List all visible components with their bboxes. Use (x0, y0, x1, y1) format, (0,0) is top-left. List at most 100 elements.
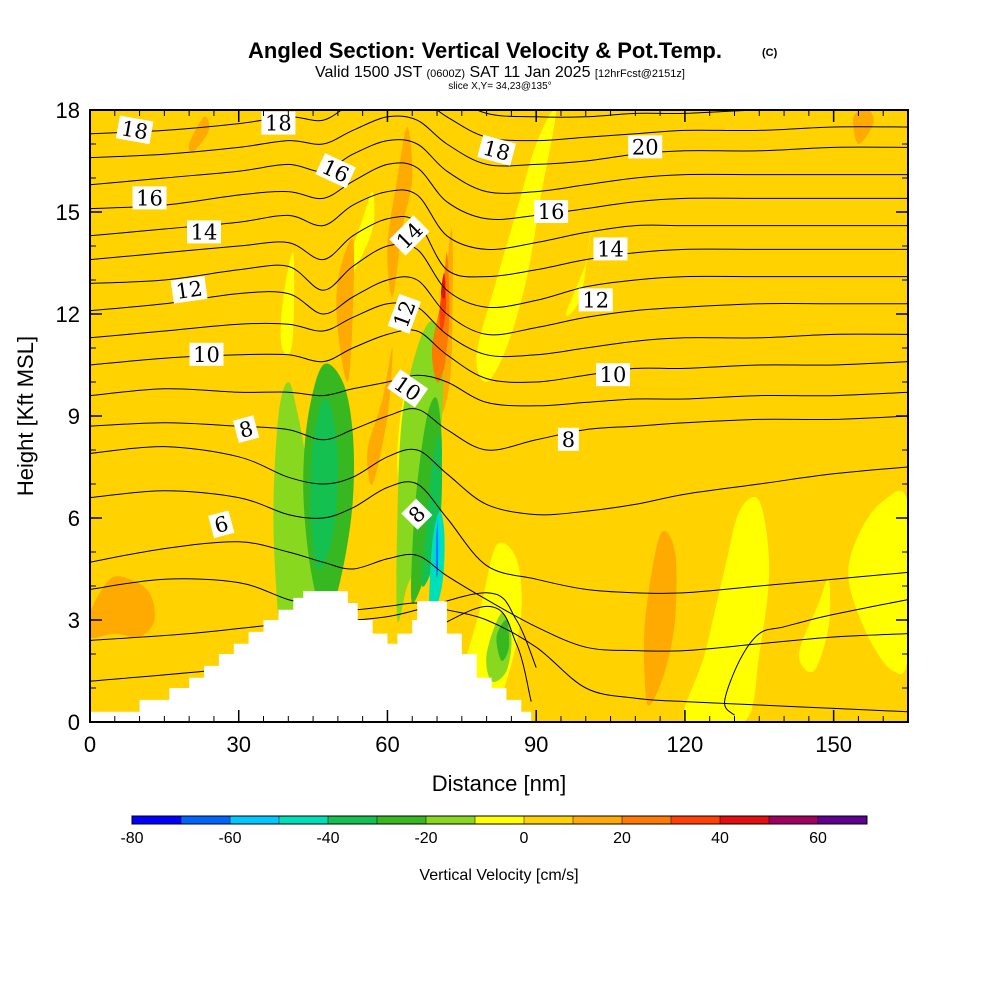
contour-label-box (557, 427, 579, 451)
y-tick-label: 15 (56, 200, 80, 225)
colorbar-title: Vertical Velocity [cm/s] (419, 867, 578, 884)
theta-contour-7 (90, 446, 908, 516)
velocity-region (387, 127, 413, 298)
contour-label-text: 18 (119, 116, 149, 144)
colorbar-swatch (524, 816, 573, 824)
velocity-region (683, 496, 770, 722)
contour-label-box (208, 510, 235, 539)
colorbar-tick-label: -60 (218, 830, 241, 847)
theta-contour-4 (90, 578, 908, 713)
x-tick-label: 150 (815, 732, 852, 757)
contour-label: 18 (115, 115, 154, 145)
contour-label: 16 (534, 200, 569, 224)
contour-label: 8 (557, 427, 579, 452)
velocity-region (188, 116, 210, 152)
contour-label-box (232, 415, 260, 443)
colorbar-tick-label: -20 (414, 830, 437, 847)
contour-label-box (593, 237, 628, 261)
colorbar-swatch (769, 816, 818, 824)
contour-label-text: 16 (136, 186, 163, 210)
contour-label: 10 (189, 342, 224, 367)
velocity-region (280, 252, 295, 356)
velocity-region (134, 142, 190, 469)
velocity-region (619, 473, 663, 692)
colorbar-tick-label: -80 (120, 830, 143, 847)
velocity-region (848, 490, 908, 675)
theta-contour-18 (90, 115, 908, 167)
x-axis-title: Distance [nm] (432, 771, 567, 796)
colorbar: -80 -60 -40 -20 0 20 40 60 (120, 815, 868, 847)
theta-contour-17 (90, 139, 908, 194)
terrain (90, 591, 532, 722)
contour-label-box (115, 115, 154, 145)
valid-date: SAT 11 Jan 2025 (469, 64, 590, 81)
contour-label: 18 (477, 134, 517, 166)
velocity-region (189, 278, 239, 658)
contour-label-box (578, 288, 613, 312)
colorbar-swatch (377, 816, 426, 824)
colorbar-swatch (818, 816, 867, 824)
theta-contour-13 (90, 243, 908, 309)
contour-label: 14 (187, 220, 221, 244)
velocity-region (813, 551, 854, 714)
contour-label: 6 (208, 510, 235, 539)
contour-label: 16 (132, 186, 167, 210)
contour-label-box (387, 369, 429, 408)
velocity-region (580, 399, 613, 706)
theta-contour-12 (90, 276, 908, 336)
contour-label-text: 8 (562, 428, 575, 452)
colorbar-swatch (426, 816, 475, 824)
contour-label-text: 14 (597, 237, 624, 261)
y-tick-label: 12 (56, 302, 80, 327)
contour-label-box (387, 293, 421, 334)
zulu-time: (0600Z) (427, 68, 466, 80)
colorbar-swatch (573, 816, 622, 824)
chart-title: Angled Section: Vertical Velocity & Pot.… (248, 38, 722, 63)
x-tick-label: 60 (375, 732, 399, 757)
contour-label: 10 (596, 363, 630, 387)
valid-time-line: Valid 1500 JST (0600Z) SAT 11 Jan 2025 [… (315, 64, 685, 81)
contour-label-text: 16 (538, 200, 565, 224)
chart-title-unit: (C) (762, 47, 778, 59)
theta-contour-15 (90, 189, 908, 251)
contour-label-box (628, 135, 663, 159)
contour-label: 14 (593, 237, 628, 261)
theta-contour (90, 592, 537, 668)
y-tick-label: 6 (68, 506, 80, 531)
colorbar-swatch (279, 816, 328, 824)
colorbar-swatch (475, 816, 524, 824)
theta-contour-16 (90, 162, 908, 220)
y-tick-label: 3 (68, 608, 80, 633)
contour-label-text: 14 (191, 220, 218, 244)
velocity-region (90, 576, 155, 638)
velocity-region (643, 530, 677, 706)
theta-contour-20 (475, 110, 908, 118)
velocity-region (798, 578, 831, 673)
contour-label: 12 (578, 288, 613, 312)
contour-label-box (389, 215, 430, 256)
velocity-region (436, 523, 439, 578)
theta-contour-9 (90, 374, 908, 407)
y-axis-title: Height [Kft MSL] (13, 336, 38, 496)
contour-label: 12 (170, 275, 208, 304)
colorbar-swatch (230, 816, 279, 824)
contour-label-box (132, 186, 167, 210)
colorbar-swatch (181, 816, 230, 824)
slice-label: slice X,Y= 34,23@135° (448, 81, 551, 92)
velocity-region (698, 110, 740, 179)
theta-contours (90, 110, 908, 716)
velocity-region (769, 110, 802, 247)
axes: 0 30 60 90 120 150 0 3 6 9 12 15 18 (56, 98, 909, 757)
colorbar-swatch (328, 816, 377, 824)
contour-label-box (401, 498, 433, 530)
y-tick-label: 0 (68, 710, 80, 735)
contour-label-text: 20 (632, 135, 659, 159)
contour-label-box (187, 220, 221, 244)
velocity-region (585, 113, 626, 247)
terrain-profile (90, 591, 532, 722)
velocity-region (565, 228, 591, 316)
contour-label-text: 12 (582, 288, 609, 312)
x-tick-label: 30 (226, 732, 250, 757)
contour-label-text: 6 (212, 511, 231, 538)
